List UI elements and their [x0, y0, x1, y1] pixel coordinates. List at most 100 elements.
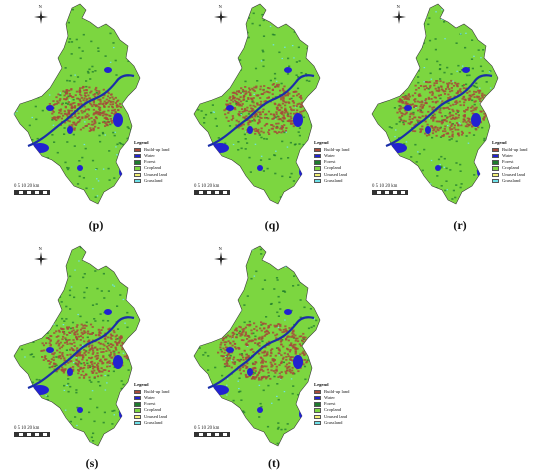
- legend-label: Build-up land: [324, 146, 350, 152]
- legend-swatch: [314, 153, 321, 159]
- map-panel-r: N Legend Build-up land Water Forest Cropland U…: [368, 0, 540, 210]
- legend-swatch: [492, 166, 499, 171]
- legend-swatch: [492, 160, 499, 165]
- legend-item: Unused land: [134, 172, 169, 178]
- lake: [404, 105, 412, 111]
- scale-bar-label: 0 5 10 20 km: [372, 184, 398, 189]
- legend-label: Grassland: [144, 177, 163, 183]
- lake: [293, 113, 303, 127]
- caption-p: (p): [88, 218, 104, 232]
- legend-item: Water: [314, 153, 349, 159]
- lake: [77, 165, 83, 171]
- river: [207, 74, 315, 148]
- legend-label: Unused land: [144, 171, 168, 177]
- legend-swatch: [492, 178, 499, 184]
- legend-item: Build-up land: [134, 389, 169, 395]
- north-arrow-icon: N: [214, 246, 228, 266]
- map-panel-t: N Legend Build-up land Water Forest Cropland U…: [190, 242, 362, 452]
- scale-bar: 0 5 10 20 km: [194, 184, 230, 195]
- region-outline: [13, 3, 141, 205]
- legend-label: Forest: [324, 401, 336, 407]
- legend-item: Unused land: [314, 172, 349, 178]
- legend-label: Cropland: [324, 407, 342, 413]
- legend-swatch: [314, 389, 321, 395]
- legend-label: Water: [324, 153, 335, 158]
- legend-swatch: [314, 172, 321, 177]
- lake: [435, 165, 441, 171]
- north-arrow-icon: N: [214, 4, 228, 24]
- legend-swatch: [314, 402, 321, 407]
- legend-label: Forest: [502, 159, 514, 165]
- caption-s: (s): [85, 456, 99, 470]
- lake: [477, 167, 483, 177]
- legend-label: Cropland: [144, 165, 162, 171]
- scale-bar: 0 5 10 20 km: [194, 426, 230, 437]
- lake: [46, 105, 54, 111]
- scale-bar-graphic: [372, 190, 408, 195]
- legend-item: Cropland: [492, 165, 527, 171]
- legend-title: Legend: [492, 140, 507, 145]
- river: [27, 316, 135, 390]
- scale-bar-label: 0 5 10 20 km: [194, 184, 220, 189]
- north-arrow-icon: N: [34, 246, 48, 266]
- scale-bar-graphic: [14, 190, 50, 195]
- legend-item: Grassland: [314, 420, 349, 426]
- legend-label: Grassland: [144, 419, 163, 425]
- legend-swatch: [492, 153, 499, 159]
- land-use-map: [193, 3, 321, 205]
- lake: [113, 355, 123, 369]
- legend-label: Forest: [144, 159, 156, 165]
- land-use-map: [13, 3, 141, 205]
- legend-label: Cropland: [144, 407, 162, 413]
- lake: [425, 126, 431, 134]
- legend-item: Cropland: [134, 407, 169, 413]
- legend-item: Cropland: [314, 165, 349, 171]
- legend-title: Legend: [134, 140, 149, 145]
- scale-bar-label: 0 5 10 20 km: [194, 426, 220, 431]
- lake: [462, 67, 470, 73]
- lake: [119, 167, 125, 177]
- map-panel-q: N Legend Build-up land Water Forest Cropland U…: [190, 0, 362, 210]
- map-legend: Legend Build-up land Water Forest Cropland Un…: [492, 140, 527, 184]
- caption-t: (t): [268, 456, 280, 470]
- map-legend: Legend Build-up land Water Forest Cropland Un…: [134, 140, 169, 184]
- legend-item: Forest: [134, 401, 169, 407]
- lake: [104, 67, 112, 73]
- legend-swatch: [134, 147, 141, 153]
- lake: [304, 147, 312, 153]
- legend-swatch: [134, 166, 141, 171]
- legend-swatch: [314, 395, 321, 401]
- lake: [257, 407, 263, 413]
- legend-item: Unused land: [492, 172, 527, 178]
- legend-item: Water: [314, 395, 349, 401]
- legend-label: Build-up land: [502, 146, 528, 152]
- legend-label: Unused land: [324, 413, 348, 419]
- legend-label: Unused land: [502, 171, 526, 177]
- lake: [284, 309, 292, 315]
- legend-item: Grassland: [492, 178, 527, 184]
- legend-swatch: [314, 147, 321, 153]
- legend-item: Build-up land: [492, 147, 527, 153]
- legend-item: Grassland: [134, 420, 169, 426]
- legend-swatch: [134, 408, 141, 413]
- map-panel-p: N Legend Build-up land Water Forest Cropland U…: [10, 0, 182, 210]
- lake: [247, 368, 253, 376]
- legend-swatch: [134, 172, 141, 177]
- legend-item: Build-up land: [134, 147, 169, 153]
- legend-item: Grassland: [134, 178, 169, 184]
- river: [385, 74, 493, 148]
- lake: [104, 309, 112, 315]
- legend-item: Forest: [314, 401, 349, 407]
- legend-item: Forest: [134, 159, 169, 165]
- legend-item: Water: [134, 395, 169, 401]
- lake: [299, 167, 305, 177]
- legend-label: Grassland: [324, 177, 343, 183]
- legend-title: Legend: [314, 382, 329, 387]
- legend-label: Water: [144, 395, 155, 400]
- lake: [471, 113, 481, 127]
- lake: [247, 126, 253, 134]
- legend-label: Build-up land: [144, 388, 170, 394]
- scale-bar-graphic: [14, 432, 50, 437]
- land-use-map: [193, 245, 321, 447]
- land-use-map: [371, 3, 499, 205]
